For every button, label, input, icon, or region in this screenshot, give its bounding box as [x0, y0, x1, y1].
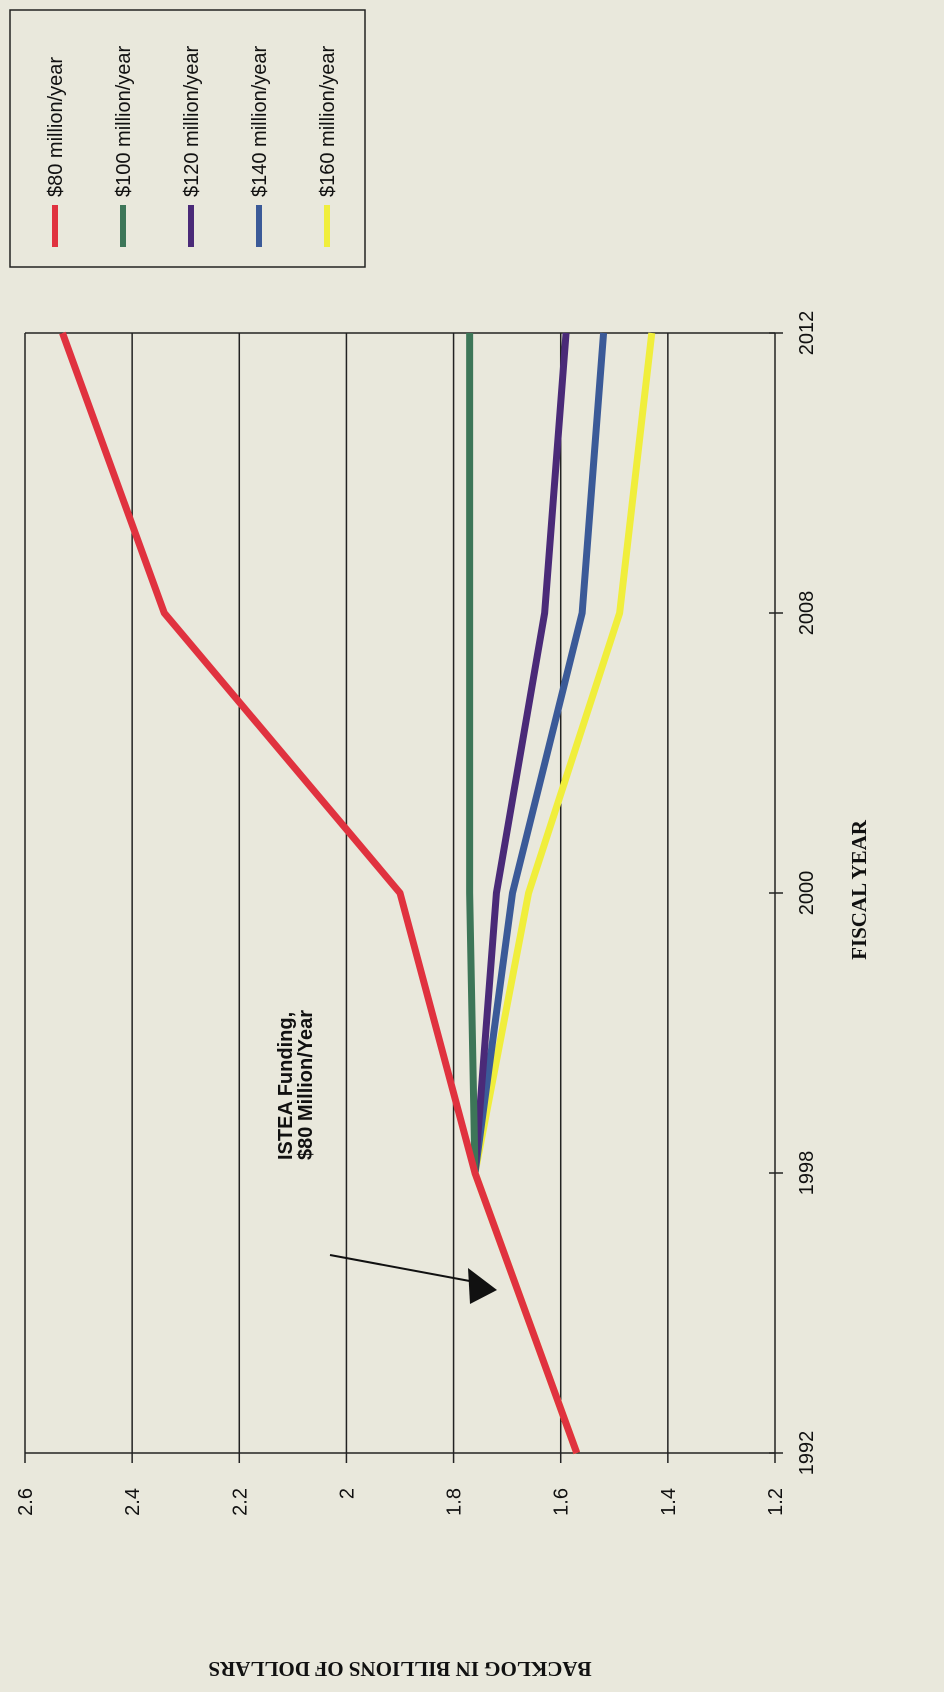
series-line	[59, 331, 581, 1455]
series-line	[466, 333, 479, 1174]
rotated-chart: BACKLOG IN BILLIONS OF DOLLARS FISCAL YE…	[9, 9, 871, 1681]
annotation-arrow	[329, 1254, 476, 1283]
x-tick-label: 2000	[796, 871, 818, 916]
annotation-arrowhead	[468, 1268, 497, 1304]
y-tick-label: 2	[336, 1488, 358, 1499]
y-tick-label: 2.4	[122, 1488, 144, 1516]
series-line	[471, 332, 608, 1174]
annotation-text: ISTEA Funding,	[275, 1012, 297, 1160]
y-tick-label: 1.2	[765, 1488, 787, 1516]
x-tick-label: 2008	[796, 591, 818, 636]
y-tick-label: 1.8	[444, 1488, 466, 1516]
x-tick-label: 2012	[796, 311, 818, 356]
y-tick-label: 2.6	[15, 1488, 37, 1516]
legend-label: $80 million/year	[45, 57, 67, 197]
legend-label: $140 million/year	[249, 45, 271, 197]
y-axis-title: BACKLOG IN BILLIONS OF DOLLARS	[208, 1657, 591, 1681]
x-axis-title: FISCAL YEAR	[847, 819, 871, 960]
y-tick-label: 1.6	[551, 1488, 573, 1516]
legend-label: $100 million/year	[113, 45, 135, 197]
x-tick-label: 1998	[796, 1151, 818, 1196]
series-line	[471, 332, 570, 1174]
x-tick-label: 1992	[796, 1431, 818, 1476]
annotation-text: $80 Million/Year	[295, 1010, 317, 1160]
y-tick-label: 2.2	[229, 1488, 251, 1516]
y-tick-label: 1.4	[658, 1488, 680, 1516]
legend-box	[9, 9, 366, 268]
legend-label: $120 million/year	[181, 45, 203, 197]
legend-label: $160 million/year	[317, 45, 339, 197]
